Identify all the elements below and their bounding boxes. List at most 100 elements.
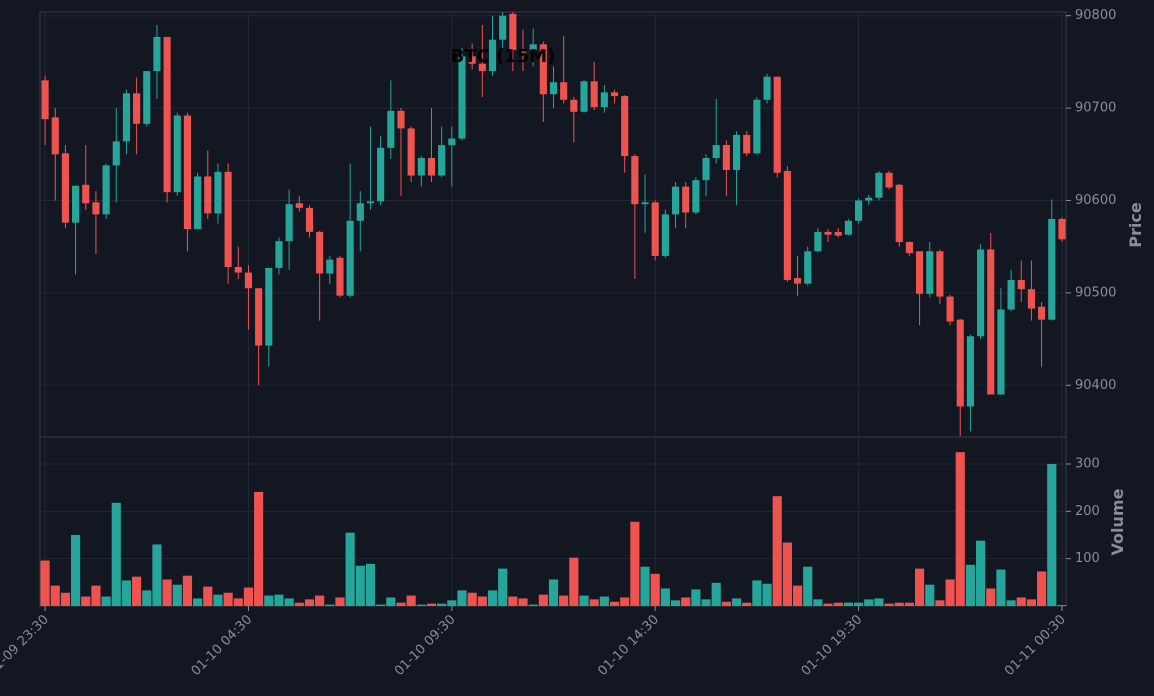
candle-body [732, 134, 741, 170]
y-axis-label: Price [1126, 202, 1145, 248]
candle-body [336, 257, 344, 296]
volume-bar [1057, 605, 1067, 606]
volume-axis-label: Volume [1108, 488, 1127, 555]
candle-body [102, 165, 110, 215]
candle-body [82, 184, 90, 204]
candle-body [519, 49, 527, 53]
volume-bar [60, 592, 70, 606]
candle-body [885, 172, 893, 188]
candle-body [692, 180, 700, 213]
volume-bar [426, 603, 437, 606]
volume-bar [986, 588, 996, 606]
candle-body [305, 207, 314, 232]
volume-bar [721, 601, 731, 606]
volume-bar [691, 589, 701, 606]
y-tick-label: 90400 [1075, 378, 1116, 393]
candle-body [539, 44, 547, 95]
candle-body [458, 56, 466, 139]
candle-body [773, 76, 781, 173]
volume-bar [437, 603, 447, 606]
volume-bar [193, 598, 203, 606]
candle-body [417, 157, 425, 176]
candle-body [1058, 218, 1066, 240]
candle-body [255, 288, 263, 346]
candle-body [61, 153, 69, 223]
volume-bar [630, 521, 640, 606]
candle-body [610, 92, 619, 97]
volume-bar [904, 602, 914, 606]
candle-body [468, 56, 476, 64]
price-panel [39, 11, 1067, 438]
volume-bar [50, 585, 60, 606]
volume-bar [660, 588, 670, 606]
candle-body [438, 145, 446, 176]
candle-body [51, 117, 59, 155]
candle-body [651, 202, 659, 256]
candle-body [316, 231, 324, 274]
volume-bar [833, 602, 843, 606]
volume-bar [681, 597, 691, 606]
candle-body [112, 141, 120, 166]
volume-bar [203, 586, 213, 606]
volume-bar [559, 595, 569, 606]
volume-bar [965, 564, 975, 606]
chart-title: BTC (15M) [451, 46, 556, 67]
volume-bar [579, 595, 589, 606]
candle-body [570, 99, 578, 112]
candle-body [763, 76, 771, 100]
volume-bar [894, 602, 904, 606]
volume-bar [355, 565, 365, 606]
candle-body [560, 82, 568, 100]
candle-body [702, 157, 710, 181]
volume-bar [742, 602, 752, 606]
candle-body [265, 267, 273, 346]
candle-body [1027, 289, 1035, 309]
volume-bar [620, 597, 630, 606]
candle-body [92, 202, 100, 215]
candle-body [966, 336, 974, 407]
volume-bar [457, 590, 467, 606]
volume-bar [813, 599, 823, 606]
volume-bar [172, 584, 182, 606]
candle-body [895, 184, 903, 243]
candle-body [122, 93, 130, 142]
volume-bar [976, 540, 986, 606]
volume-bar [335, 597, 345, 606]
volume-bar [416, 604, 426, 606]
volume-bar [467, 592, 477, 606]
candle-body [855, 200, 863, 221]
volume-bar [528, 604, 538, 606]
candle-body [183, 115, 192, 230]
candle-body [977, 249, 985, 337]
candle-body [671, 186, 680, 215]
candle-body [580, 81, 588, 112]
volume-bar [162, 579, 172, 606]
volume-bar [447, 600, 457, 606]
volume-bar [609, 601, 620, 606]
candle-body [814, 231, 822, 252]
volume-bar [1037, 571, 1047, 606]
candle-body [549, 82, 558, 95]
candle-body [916, 251, 924, 294]
volume-bar [111, 502, 121, 606]
candle-body [824, 231, 832, 235]
volume-bar [508, 596, 518, 606]
candle-body [397, 110, 405, 129]
volume-bar [752, 580, 762, 606]
volume-bar [243, 587, 254, 606]
volume-bar [345, 532, 355, 606]
candle-body [346, 220, 354, 296]
volume-bar [294, 602, 304, 606]
volume-bar [101, 596, 111, 606]
candle-body [682, 186, 690, 213]
candle-body [936, 251, 944, 297]
volume-bar [945, 579, 955, 606]
volume-bar [386, 597, 396, 606]
candle-body [631, 156, 639, 205]
volume-bar [701, 599, 711, 606]
candle-body [621, 96, 629, 157]
volume-bar [823, 603, 833, 606]
volume-bar [782, 542, 792, 606]
volume-bar [914, 568, 925, 606]
